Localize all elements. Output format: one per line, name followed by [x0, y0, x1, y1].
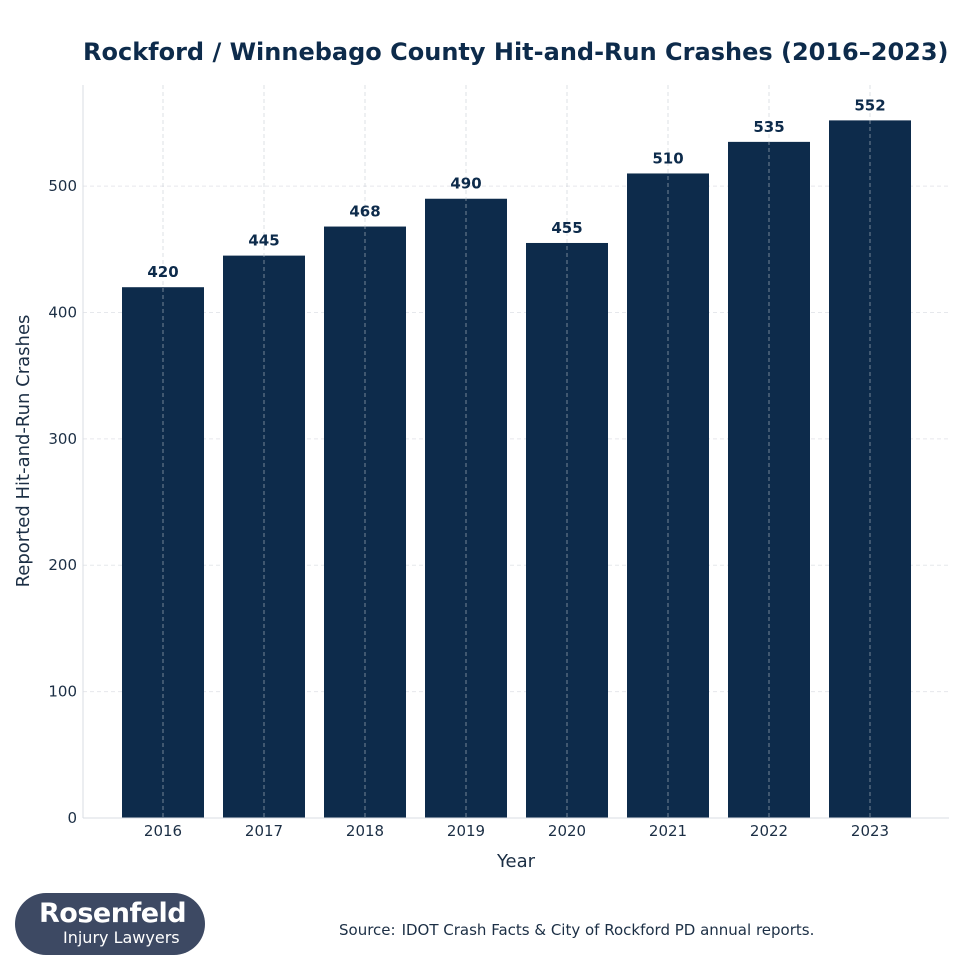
y-tick-label: 300: [48, 430, 77, 448]
y-tick-label: 200: [48, 556, 77, 574]
tick-labels: 0 100 200 300 400 500 2016 2017 2018 2019 2020 2021…: [48, 177, 889, 840]
data-labels: 420 445 468 490 455 510 535 552: [147, 96, 885, 281]
x-tick-label: 2022: [750, 822, 788, 840]
x-tick-label: 2023: [851, 822, 889, 840]
data-label-2020: 455: [551, 219, 582, 237]
bars: [122, 85, 911, 819]
logo-tagline: Injury Lawyers: [63, 928, 180, 947]
data-label-2022: 535: [753, 118, 784, 136]
data-label-2023: 552: [854, 96, 885, 114]
data-label-2021: 510: [652, 149, 683, 167]
data-label-2016: 420: [147, 263, 178, 281]
x-tick-label: 2017: [245, 822, 283, 840]
y-tick-label: 500: [48, 177, 77, 195]
data-label-2019: 490: [450, 175, 481, 193]
source-note: Source: IDOT Crash Facts & City of Rockfo…: [339, 921, 814, 939]
logo-name: Rosenfeld: [39, 898, 187, 929]
y-tick-label: 0: [67, 809, 77, 827]
y-tick-label: 100: [48, 683, 77, 701]
grid-lines: [83, 185, 949, 693]
source-text: IDOT Crash Facts & City of Rockford PD a…: [401, 921, 815, 939]
rosenfeld-logo: Rosenfeld Injury Lawyers: [15, 893, 205, 955]
data-label-2017: 445: [248, 232, 279, 250]
x-tick-label: 2020: [548, 822, 586, 840]
x-tick-label: 2016: [144, 822, 182, 840]
x-axis-title: Year: [496, 851, 536, 872]
y-axis-title: Reported Hit-and-Run Crashes: [13, 315, 34, 588]
chart-title: Rockford / Winnebago County Hit-and-Run …: [83, 38, 949, 66]
axes: [82, 85, 949, 819]
x-tick-label: 2018: [346, 822, 384, 840]
x-tick-label: 2021: [649, 822, 687, 840]
source-label: Source:: [339, 921, 396, 939]
x-tick-label: 2019: [447, 822, 485, 840]
y-tick-label: 400: [48, 303, 77, 321]
data-label-2018: 468: [349, 203, 380, 221]
